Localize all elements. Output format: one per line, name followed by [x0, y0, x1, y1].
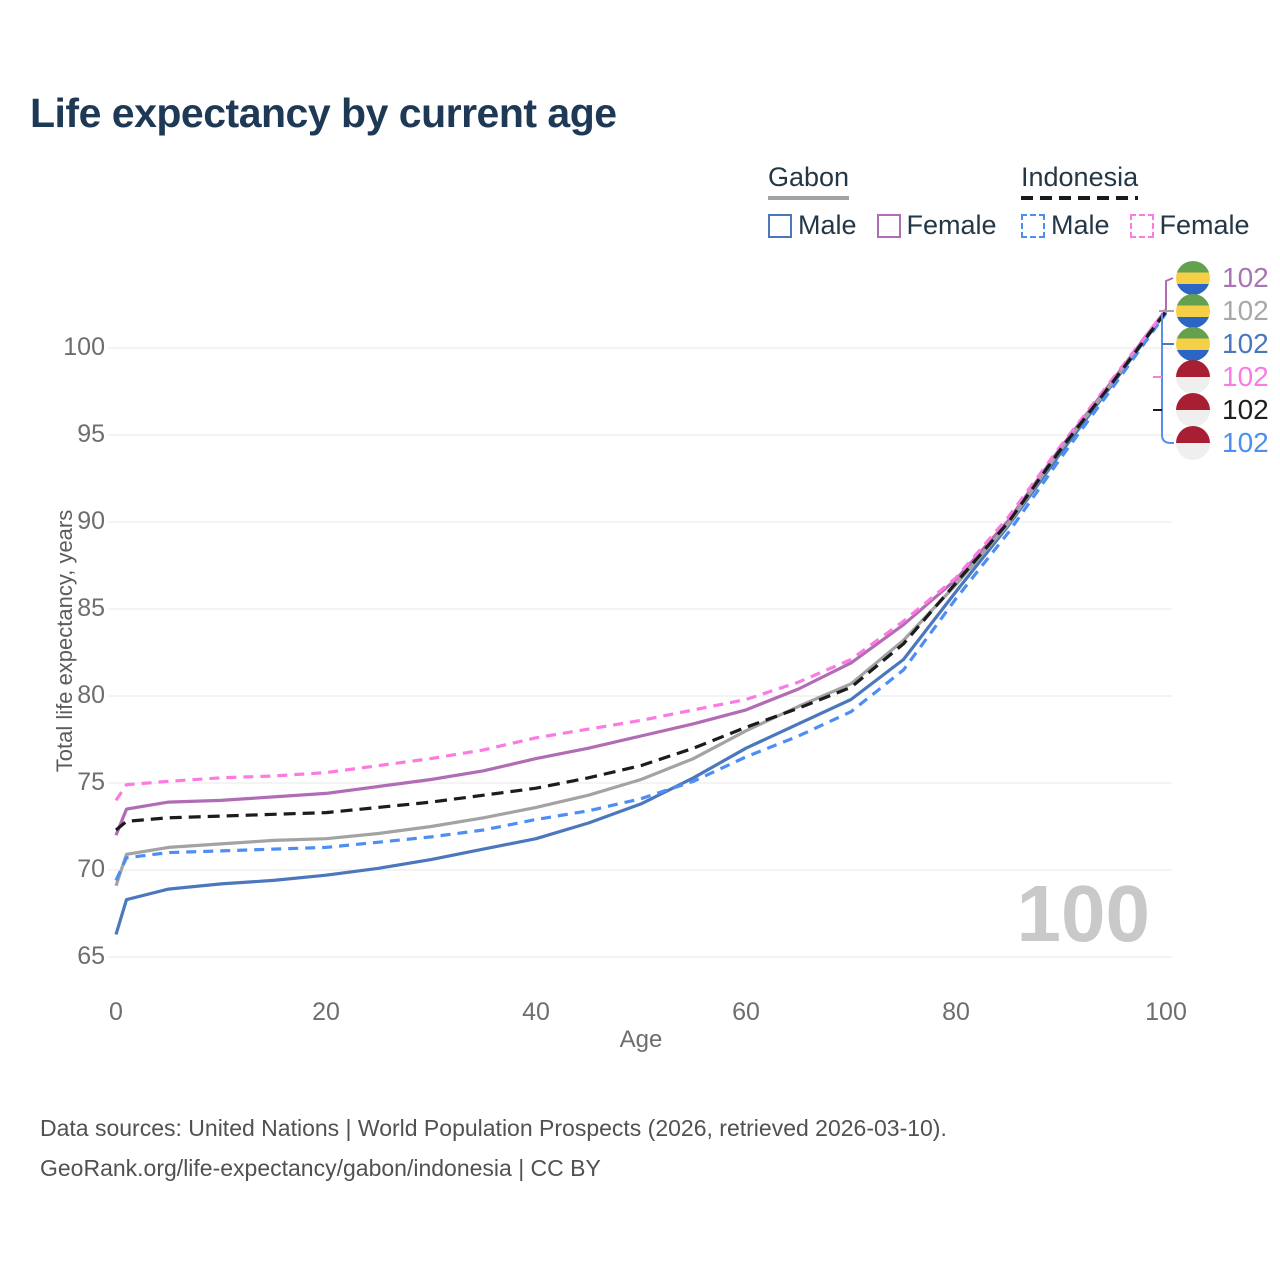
indonesia-flag-icon [1176, 393, 1210, 427]
legend-group-gabon: Gabon Male Female [768, 162, 997, 241]
end-label-value: 102 [1222, 295, 1269, 326]
x-tick-20: 20 [312, 998, 340, 1026]
legend-item-gabon-female[interactable]: Female [876, 210, 997, 241]
legend-item-indonesia-male-label: Male [1051, 210, 1110, 240]
gabon-line-swatch [768, 196, 850, 200]
x-tick-0: 0 [109, 998, 123, 1026]
y-tick-100: 100 [63, 333, 105, 361]
series-line-gabon-female [114, 308, 1168, 836]
indonesia-line-swatch [1021, 196, 1139, 200]
indonesia-female-swatch [1129, 213, 1154, 238]
gabon-flag-icon [1176, 294, 1210, 328]
gabon-male-swatch [768, 213, 792, 238]
legend-group-indonesia: Indonesia Male Female [1021, 162, 1250, 241]
age-counter-watermark: 100 [1016, 869, 1150, 958]
legend-group-indonesia-label: Indonesia [1021, 162, 1139, 192]
end-label-value: 102 [1222, 361, 1269, 392]
footer-line-2: GeoRank.org/life-expectancy/gabon/indone… [40, 1155, 601, 1181]
page-title: Life expectancy by current age [30, 90, 617, 136]
gabon-female-swatch [876, 213, 901, 238]
x-tick-80: 80 [942, 998, 970, 1026]
end-label-row-3: 102 [1176, 360, 1269, 394]
gabon-flag-icon [1176, 261, 1210, 295]
legend-group-gabon-label: Gabon [768, 162, 850, 192]
end-label-value: 102 [1222, 262, 1269, 293]
series-line-indonesia-total [114, 310, 1168, 832]
gabon-flag-icon [1176, 327, 1210, 361]
end-label-row-4: 102 [1176, 393, 1269, 427]
y-tick-85: 85 [77, 594, 105, 622]
x-axis-title: Age [619, 1026, 663, 1053]
x-tick-60: 60 [732, 998, 760, 1026]
end-label-row-0: 102 [1176, 261, 1269, 295]
series-line-indonesia-male [114, 312, 1168, 882]
legend-item-gabon-male[interactable]: Male [768, 210, 857, 241]
series-line-gabon-male [114, 310, 1168, 935]
x-tick-40: 40 [522, 998, 550, 1026]
legend-item-indonesia-female[interactable]: Female [1129, 210, 1250, 241]
series-line-indonesia-female [114, 308, 1168, 802]
indonesia-male-swatch [1021, 213, 1045, 238]
legend-group-indonesia-header[interactable]: Indonesia [1021, 162, 1139, 200]
leader-gabon-female [1165, 277, 1174, 311]
legend-item-indonesia-male[interactable]: Male [1021, 210, 1110, 241]
indonesia-flag-icon [1176, 360, 1210, 394]
y-tick-80: 80 [77, 681, 105, 709]
y-tick-75: 75 [77, 768, 105, 796]
x-tick-100: 100 [1145, 998, 1187, 1026]
y-tick-90: 90 [77, 507, 105, 535]
end-label-value: 102 [1222, 328, 1269, 359]
legend-group-gabon-header[interactable]: Gabon [768, 162, 850, 200]
y-tick-65: 65 [77, 942, 105, 970]
legend-item-gabon-female-label: Female [906, 210, 997, 240]
end-label-value: 102 [1222, 394, 1269, 425]
y-axis-title: Total life expectancy, years [52, 509, 77, 773]
y-tick-70: 70 [77, 855, 105, 883]
end-label-row-1: 102 [1176, 294, 1269, 328]
legend-item-gabon-male-label: Male [798, 210, 857, 240]
end-label-row-5: 102 [1176, 426, 1269, 460]
y-tick-95: 95 [77, 420, 105, 448]
footer-line-1: Data sources: United Nations | World Pop… [40, 1115, 947, 1141]
end-label-row-2: 102 [1176, 327, 1269, 361]
footer: Data sources: United Nations | World Pop… [40, 1108, 947, 1188]
legend: Gabon Male Female Indonesia [0, 162, 1280, 242]
indonesia-flag-icon [1176, 426, 1210, 460]
leader-bracket [1161, 313, 1174, 444]
legend-item-indonesia-female-label: Female [1159, 210, 1250, 240]
series-line-gabon-total [114, 310, 1168, 887]
end-label-value: 102 [1222, 427, 1269, 458]
